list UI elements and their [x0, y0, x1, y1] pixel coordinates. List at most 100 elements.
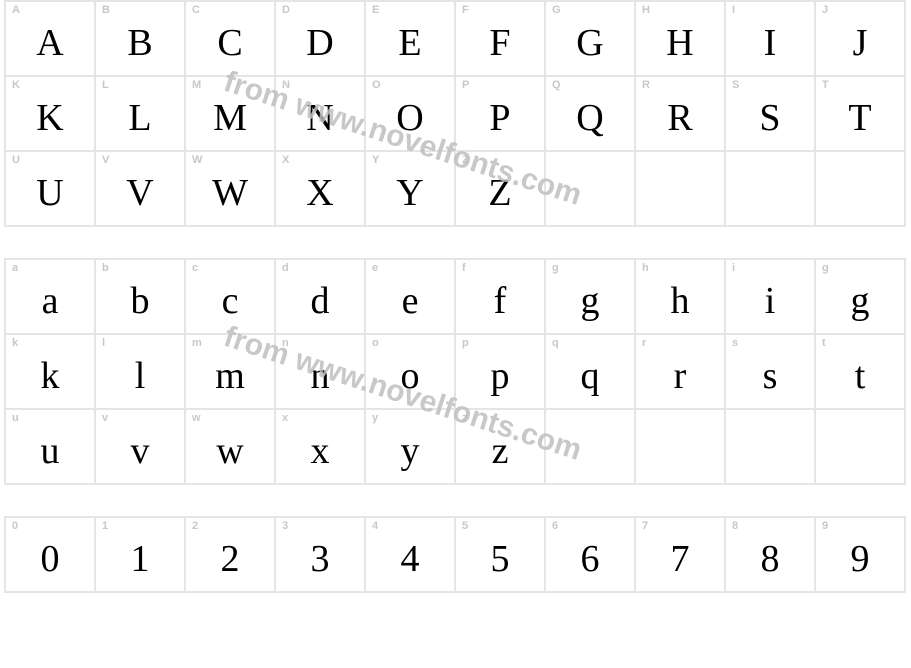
glyph-cell	[725, 409, 815, 484]
glyph: v	[131, 432, 150, 470]
glyph-cell	[815, 409, 905, 484]
glyph: X	[306, 174, 333, 212]
glyph-cell-label: X	[282, 154, 289, 166]
glyph: C	[217, 24, 242, 62]
glyph-cell-label: o	[372, 337, 379, 349]
glyph: 1	[131, 540, 150, 578]
glyph-cell: kk	[5, 334, 95, 409]
glyph-cell: VV	[95, 151, 185, 226]
glyph-cell: 33	[275, 517, 365, 592]
glyph-cell: ll	[95, 334, 185, 409]
glyph-cell: UU	[5, 151, 95, 226]
glyph-cell-label: d	[282, 262, 289, 274]
glyph-cell-label: K	[12, 79, 20, 91]
glyph-cell: ZZ	[455, 151, 545, 226]
glyph: V	[126, 174, 153, 212]
glyph-cell-label: U	[12, 154, 20, 166]
glyph-cell-label: 4	[372, 520, 378, 532]
glyph: d	[311, 282, 330, 320]
glyph: 7	[671, 540, 690, 578]
glyph-cell: dd	[275, 259, 365, 334]
glyph-cell-label: 7	[642, 520, 648, 532]
glyph-cell	[635, 151, 725, 226]
glyph-cell-label: Z	[462, 154, 469, 166]
glyph: m	[215, 357, 245, 395]
glyph: w	[216, 432, 243, 470]
glyph-cell-label: T	[822, 79, 829, 91]
glyph-block-digits: 00112233445566778899	[4, 516, 906, 593]
glyph-cell: gg	[815, 259, 905, 334]
glyph-cell-label: q	[552, 337, 559, 349]
glyph-cell-label: m	[192, 337, 202, 349]
glyph-cell: ii	[725, 259, 815, 334]
glyph-cell-label: D	[282, 4, 290, 16]
glyph-cell-label: 3	[282, 520, 288, 532]
glyph-cell-label: a	[12, 262, 18, 274]
glyph: y	[401, 432, 420, 470]
glyph: W	[212, 174, 248, 212]
glyph-cell: NN	[275, 76, 365, 151]
glyph-cell-label: P	[462, 79, 469, 91]
glyph: M	[213, 99, 247, 137]
glyph-cell-label: I	[732, 4, 735, 16]
glyph-cell-label: J	[822, 4, 828, 16]
glyph-cell: SS	[725, 76, 815, 151]
glyph-cell-label: k	[12, 337, 18, 349]
glyph-cell-label: y	[372, 412, 378, 424]
glyph-cell-label: g	[822, 262, 829, 274]
glyph: T	[848, 99, 871, 137]
glyph-cell: KK	[5, 76, 95, 151]
glyph-cell-label: L	[102, 79, 109, 91]
glyph-cell: aa	[5, 259, 95, 334]
glyph-cell-label: b	[102, 262, 109, 274]
glyph: o	[401, 357, 420, 395]
glyph: I	[764, 24, 777, 62]
glyph-cell: CC	[185, 1, 275, 76]
glyph: s	[763, 357, 778, 395]
glyph-cell: xx	[275, 409, 365, 484]
glyph-cell-label: Y	[372, 154, 379, 166]
glyph: 2	[221, 540, 240, 578]
glyph: e	[402, 282, 419, 320]
glyph-cell-label: O	[372, 79, 381, 91]
glyph-cell: 88	[725, 517, 815, 592]
glyph-cell-label: p	[462, 337, 469, 349]
glyph: N	[306, 99, 333, 137]
glyph-cell-label: Q	[552, 79, 561, 91]
glyph-cell: RR	[635, 76, 725, 151]
glyph-cell-label: V	[102, 154, 109, 166]
glyph-cell-label: M	[192, 79, 201, 91]
glyph-cell: 77	[635, 517, 725, 592]
glyph-cell: ww	[185, 409, 275, 484]
glyph: 0	[41, 540, 60, 578]
glyph-cell-label: H	[642, 4, 650, 16]
glyph-cell: hh	[635, 259, 725, 334]
glyph: g	[581, 282, 600, 320]
glyph-cell: rr	[635, 334, 725, 409]
glyph-cell: PP	[455, 76, 545, 151]
glyph: c	[222, 282, 239, 320]
glyph-cell-label: i	[732, 262, 735, 274]
glyph: A	[36, 24, 63, 62]
glyph: u	[41, 432, 60, 470]
glyph: x	[311, 432, 330, 470]
glyph: g	[851, 282, 870, 320]
glyph: 4	[401, 540, 420, 578]
glyph: U	[36, 174, 63, 212]
glyph-cell-label: W	[192, 154, 202, 166]
glyph-cell: JJ	[815, 1, 905, 76]
glyph-cell-label: r	[642, 337, 646, 349]
glyph-cell: qq	[545, 334, 635, 409]
glyph: P	[489, 99, 510, 137]
glyph: G	[576, 24, 603, 62]
glyph: E	[398, 24, 421, 62]
glyph-cell-label: N	[282, 79, 290, 91]
glyph: q	[581, 357, 600, 395]
glyph: Y	[396, 174, 423, 212]
glyph: L	[128, 99, 151, 137]
glyph-cell-label: G	[552, 4, 561, 16]
glyph-cell	[815, 151, 905, 226]
glyph-cell	[635, 409, 725, 484]
glyph-cell: gg	[545, 259, 635, 334]
glyph-cell	[545, 409, 635, 484]
